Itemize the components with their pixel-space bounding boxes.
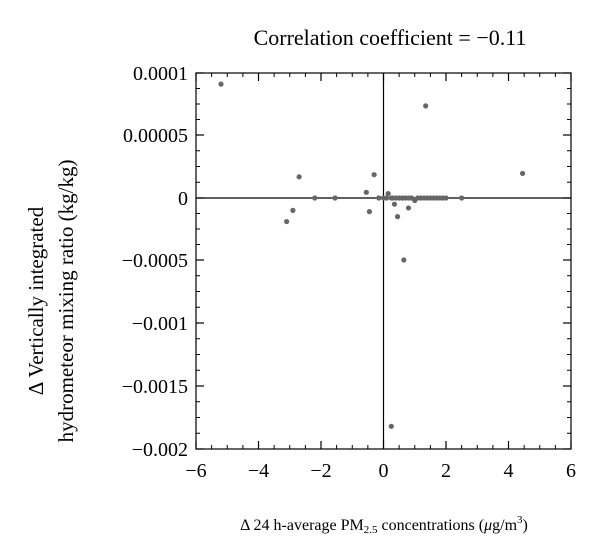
axes-layer: −6 −4 −2 0 2 4 6 0.0001 0.00005 0 −0.0005 −0.001 −0.… [122, 63, 576, 482]
points-layer [218, 81, 526, 429]
data-point [366, 209, 373, 215]
y-tick-label: −0.0005 [122, 250, 188, 272]
data-point [459, 195, 465, 201]
x-axis-label-close: ) [523, 517, 528, 534]
x-axis-label-unit: g/m [492, 517, 517, 534]
data-point [443, 195, 449, 201]
y-axis-label-line: Δ Vertically integrated [24, 206, 48, 395]
x-tick-label: 2 [441, 460, 451, 482]
data-point [394, 214, 401, 220]
data-point [423, 103, 429, 109]
y-axis-label: Δ Vertically integrated hydrometeor mixin… [24, 160, 78, 443]
data-point [218, 81, 224, 87]
data-point [312, 195, 318, 201]
y-tick-label: 0.00005 [123, 125, 188, 147]
y-tick-label: 0 [178, 188, 188, 210]
x-axis-label: Δ 24 h-average PM2.5 concentrations (μg/… [240, 514, 528, 536]
data-point [371, 172, 377, 178]
y-tick-label: −0.002 [132, 439, 188, 461]
data-point [363, 189, 369, 195]
y-tick-label: 0.0001 [133, 63, 188, 85]
x-tick-label: −4 [248, 460, 269, 482]
x-axis-label-prefix: Δ 24 h-average PM [240, 517, 364, 534]
data-point [388, 423, 394, 429]
x-axis-label-subscript: 2.5 [364, 524, 378, 536]
data-point [376, 195, 382, 201]
data-point [332, 195, 338, 201]
data-point [401, 257, 407, 263]
x-tick-label: 4 [504, 460, 514, 482]
x-tick-label: −2 [310, 460, 331, 482]
data-point [405, 205, 412, 211]
y-axis-label-line: hydrometeor mixing ratio (kg/kg) [54, 160, 78, 443]
data-point [284, 218, 290, 225]
x-tick-label: 0 [379, 460, 389, 482]
data-point [519, 170, 526, 177]
data-point [384, 195, 390, 201]
data-point [290, 207, 296, 213]
x-tick-label: −6 [185, 460, 206, 482]
data-point [296, 174, 302, 180]
x-tick-label: 6 [566, 460, 576, 482]
x-axis-label-middle: concentrations ( [377, 517, 484, 534]
chart-title: Correlation coefficient = −0.11 [254, 25, 527, 50]
y-tick-label: −0.001 [132, 313, 188, 335]
data-point [385, 190, 391, 197]
y-tick-label: −0.0015 [122, 376, 188, 398]
data-point [391, 201, 398, 207]
x-axis-label-mu: μ [483, 517, 492, 534]
x-axis-label-superscript: 3 [517, 514, 523, 526]
